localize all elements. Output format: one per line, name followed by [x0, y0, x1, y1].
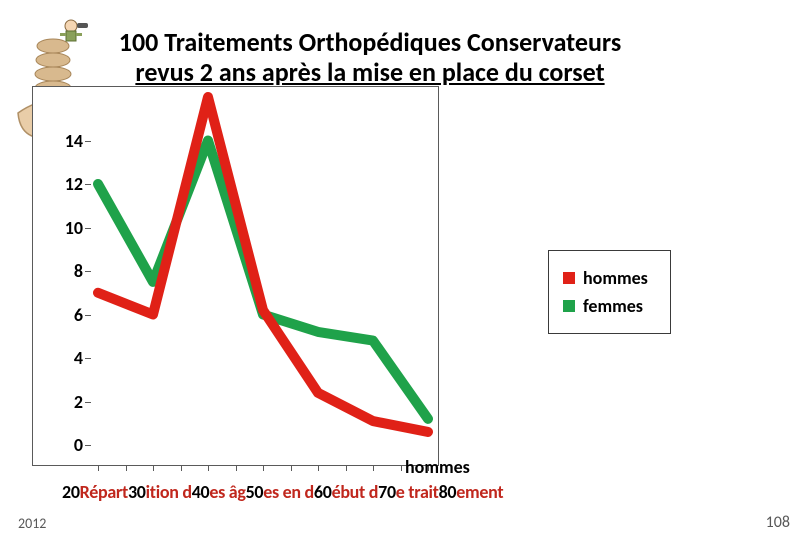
legend: hommes femmes [548, 250, 671, 334]
title-line1: 100 Traitements Orthopédiques Conservate… [119, 26, 621, 58]
plot-area [98, 97, 428, 445]
series-svg [98, 97, 428, 445]
legend-swatch-hommes [563, 272, 575, 284]
legend-label-hommes: hommes [583, 267, 648, 289]
series-femmes [98, 141, 428, 419]
x-minor-tick [208, 465, 209, 471]
legend-label-femmes: femmes [583, 295, 643, 317]
page-title: 100 Traitements Orthopédiques Conservate… [90, 28, 650, 88]
x-minor-tick [373, 465, 374, 471]
x-minor-tick [98, 465, 99, 471]
x-minor-tick [346, 465, 347, 471]
y-tick: 10 [47, 217, 83, 239]
x-minor-tick [318, 465, 319, 471]
y-tick: 14 [47, 130, 83, 152]
footer-page: 108 [766, 513, 790, 532]
x-minor-tick [263, 465, 264, 471]
y-tick: 4 [47, 347, 83, 369]
y-tick: 6 [47, 304, 83, 326]
y-tick: 0 [47, 434, 83, 456]
x-minor-tick [153, 465, 154, 471]
x-minor-tick [126, 465, 127, 471]
legend-item-femmes: femmes [563, 295, 648, 317]
footer-year: 2012 [18, 515, 46, 532]
x-minor-tick [181, 465, 182, 471]
depth-axis-label: hommes [405, 456, 470, 478]
title-line2: revus 2 ans après la mise en place du co… [135, 56, 604, 88]
y-tick: 8 [47, 260, 83, 282]
y-tick: 2 [47, 391, 83, 413]
x-minor-tick [401, 465, 402, 471]
chart-frame: 0 2 4 6 8 10 12 14 [32, 86, 439, 466]
legend-swatch-femmes [563, 300, 575, 312]
x-minor-tick [291, 465, 292, 471]
x-minor-tick [236, 465, 237, 471]
x-axis-caption: 20Répart30ition d40es âg50es en d60ébut … [62, 481, 503, 503]
legend-item-hommes: hommes [563, 267, 648, 289]
y-tick: 12 [47, 173, 83, 195]
